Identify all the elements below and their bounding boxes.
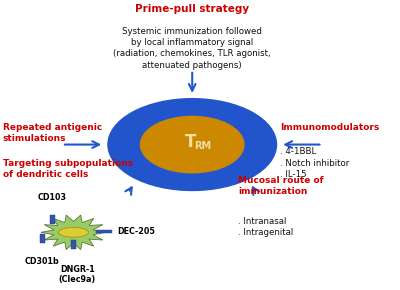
Text: CD301b: CD301b [25, 257, 60, 266]
FancyBboxPatch shape [96, 231, 112, 233]
Ellipse shape [58, 227, 88, 237]
Text: Repeated antigenic
stimulations: Repeated antigenic stimulations [3, 123, 102, 143]
Ellipse shape [140, 116, 244, 173]
Polygon shape [41, 215, 106, 250]
Text: Systemic immunization followed
by local inflammatory signal
(radiation, chemokin: Systemic immunization followed by local … [114, 27, 271, 70]
Text: DNGR-1
(Clec9a): DNGR-1 (Clec9a) [59, 264, 96, 284]
Text: CD103: CD103 [38, 193, 66, 202]
FancyBboxPatch shape [50, 215, 55, 224]
Text: . 4-1BBL
. Notch inhibitor
. IL-15: . 4-1BBL . Notch inhibitor . IL-15 [280, 147, 350, 179]
Ellipse shape [108, 99, 276, 191]
Text: Mucosal route of
immunization: Mucosal route of immunization [238, 176, 324, 196]
Text: Prime-pull strategy: Prime-pull strategy [135, 3, 249, 14]
FancyBboxPatch shape [40, 234, 45, 243]
Text: Immunomodulators: Immunomodulators [280, 123, 380, 132]
Text: RM: RM [194, 141, 212, 151]
Text: . Intranasal
. Intragenital: . Intranasal . Intragenital [238, 217, 294, 237]
Text: DEC-205: DEC-205 [118, 227, 156, 236]
FancyBboxPatch shape [71, 240, 76, 249]
Text: T: T [185, 133, 196, 151]
Text: Targeting subpopulations
of dendritic cells: Targeting subpopulations of dendritic ce… [3, 159, 133, 179]
